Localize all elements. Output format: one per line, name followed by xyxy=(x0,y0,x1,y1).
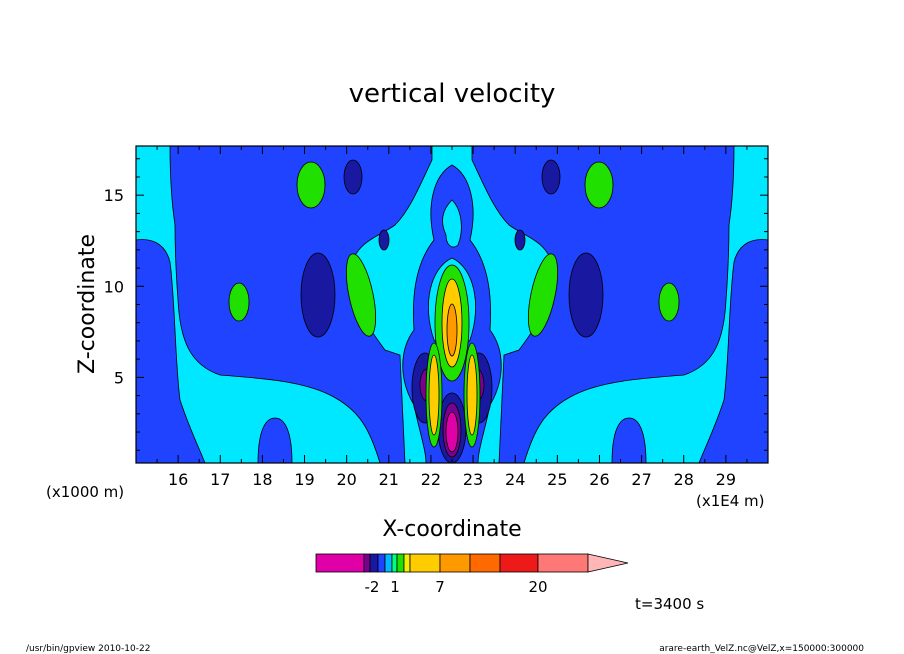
colorbar-swatch xyxy=(384,553,393,573)
negative-mid-blob xyxy=(514,229,526,251)
x-tick-label: 20 xyxy=(336,470,356,489)
x-tick-label: 23 xyxy=(463,470,483,489)
contour-field xyxy=(136,146,768,463)
x-tick-label: 19 xyxy=(294,470,314,489)
colorbar-swatch xyxy=(369,553,379,573)
negative-region-bottom-left xyxy=(257,417,293,463)
colorbar-arrow xyxy=(587,553,629,573)
x-tick-label: 28 xyxy=(674,470,694,489)
colorbar: -2 1 7 20 xyxy=(315,553,629,596)
colorbar-swatch xyxy=(537,553,589,573)
footer-right: arare-earth_VelZ.nc@VelZ,x=150000:300000 xyxy=(659,644,864,654)
colorbar-label: 20 xyxy=(528,578,547,596)
x-tick-label: 17 xyxy=(210,470,230,489)
positive-weak-blob xyxy=(345,253,377,337)
colorbar-label: 1 xyxy=(390,578,400,596)
colorbar-swatch xyxy=(396,553,405,573)
x-axis: 16 17 18 19 20 21 22 23 24 25 26 27 28 29 xyxy=(156,146,748,489)
colorbar-swatch xyxy=(439,553,471,573)
colorbar-swatch xyxy=(403,553,411,573)
y-axis: 5 10 15 xyxy=(104,158,768,451)
negative-mid-blob xyxy=(378,229,390,251)
footer-left: /usr/bin/gpview 2010-10-22 xyxy=(26,644,150,654)
x-tick-label: 25 xyxy=(547,470,567,489)
x-axis-label: X-coordinate xyxy=(382,517,521,542)
positive-weak-blob xyxy=(296,161,326,209)
colorbar-swatch xyxy=(499,553,539,573)
x-tick-label: 29 xyxy=(716,470,736,489)
x-tick-label: 16 xyxy=(168,470,188,489)
negative-region-right-edge xyxy=(698,239,768,463)
negative-max-blob xyxy=(445,411,459,453)
negative-region-left-edge xyxy=(136,239,206,463)
x-tick-label: 18 xyxy=(252,470,272,489)
negative-mid-blob xyxy=(343,159,363,195)
colorbar-swatch xyxy=(377,553,386,573)
colorbar-swatch xyxy=(409,553,441,573)
x-tick-label: 24 xyxy=(505,470,525,489)
colorbar-swatch xyxy=(469,553,501,573)
y-tick-label: 10 xyxy=(104,277,124,296)
positive-gap-center-top xyxy=(442,199,462,248)
x-unit-label: (x1E4 m) xyxy=(696,492,765,510)
x-tick-label: 22 xyxy=(421,470,441,489)
y-tick-label: 5 xyxy=(114,368,124,387)
x-tick-label: 21 xyxy=(379,470,399,489)
colorbar-swatch xyxy=(391,553,398,573)
time-label: t=3400 s xyxy=(635,595,704,613)
colorbar-swatch xyxy=(315,553,365,573)
negative-mid-blob xyxy=(568,252,604,338)
negative-mid-blob xyxy=(300,252,336,338)
negative-region-bottom-right xyxy=(611,417,647,463)
positive-weak-blob xyxy=(228,282,250,322)
y-axis-label: Z-coordinate xyxy=(75,234,100,374)
x-tick-label: 26 xyxy=(589,470,609,489)
positive-mid-blob xyxy=(446,303,458,357)
x-tick-label: 27 xyxy=(631,470,651,489)
colorbar-label: 7 xyxy=(435,578,445,596)
positive-weak-blob xyxy=(658,282,680,322)
y-tick-label: 15 xyxy=(104,186,124,205)
negative-mid-blob xyxy=(541,159,561,195)
colorbar-swatch xyxy=(363,553,371,573)
colorbar-label: -2 xyxy=(365,578,380,596)
chart-title: vertical velocity xyxy=(349,79,556,109)
positive-mid-blob xyxy=(428,354,440,436)
positive-weak-blob xyxy=(527,253,559,337)
positive-mid-blob xyxy=(466,354,478,436)
y-unit-label: (x1000 m) xyxy=(46,483,124,501)
positive-weak-blob xyxy=(584,161,614,209)
